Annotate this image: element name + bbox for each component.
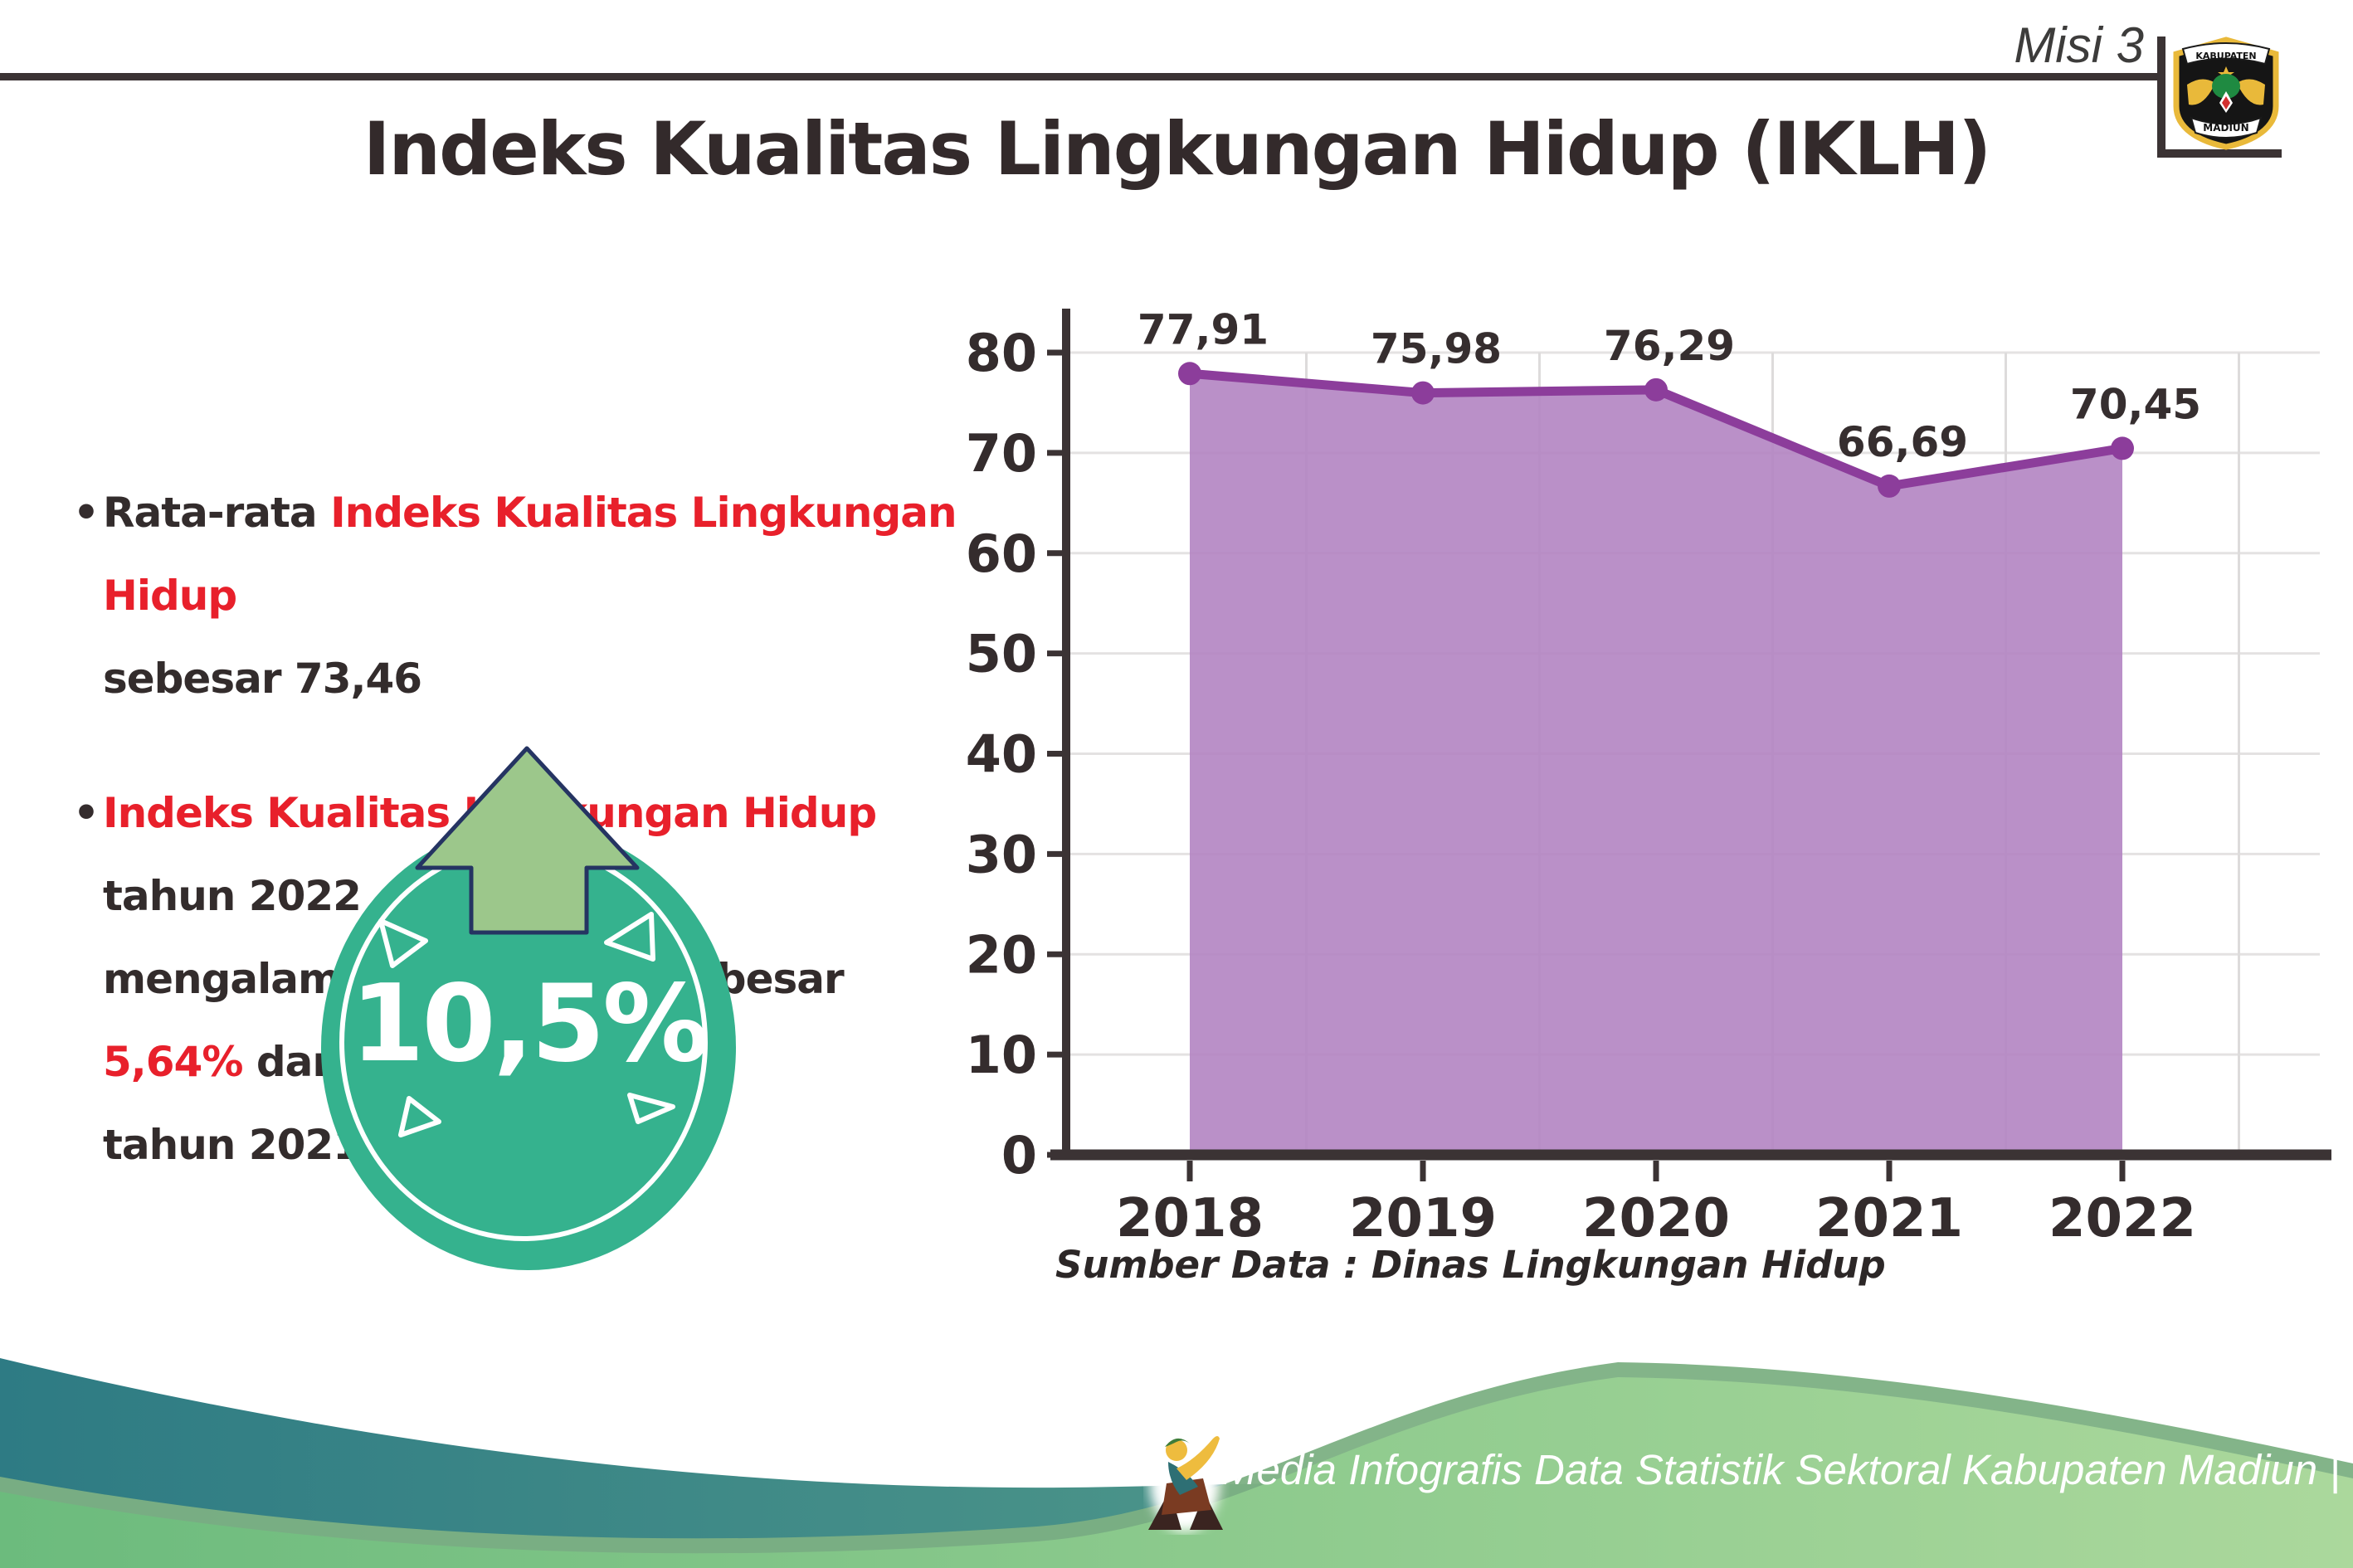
bullet-dot: • xyxy=(73,772,100,1186)
data-point-label: 70,45 xyxy=(2070,380,2201,428)
area-fill xyxy=(1190,373,2122,1151)
y-tick-label: 80 xyxy=(967,323,1037,383)
logo-top-text: KABUPATEN xyxy=(2195,51,2256,61)
x-tick-label: 2019 xyxy=(1349,1188,1497,1249)
bullet-dot: • xyxy=(73,471,100,720)
data-point-marker xyxy=(1644,378,1668,402)
footer-caption: Media Infografis Data Statistik Sektoral… xyxy=(1221,1445,2350,1494)
y-tick-label: 70 xyxy=(967,423,1037,484)
data-point-marker xyxy=(1411,382,1435,405)
y-tick-label: 30 xyxy=(967,824,1037,884)
page-title: Indeks Kualitas Lingkungan Hidup (IKLH) xyxy=(0,106,2353,192)
y-tick-label: 0 xyxy=(1001,1125,1037,1186)
y-tick-label: 20 xyxy=(967,924,1037,985)
x-tick-label: 2022 xyxy=(2049,1188,2196,1249)
y-tick-label: 60 xyxy=(967,523,1037,584)
x-tick-label: 2021 xyxy=(1815,1188,1963,1249)
iklh-area-chart: 0 10 20 30 40 50 60 70 80 2018 2019 2020 2021 2022 77,… xyxy=(967,282,2353,1261)
increase-percentage-value: 10,5% xyxy=(321,962,736,1086)
data-point-marker xyxy=(2111,436,2134,460)
sparkle-bottom-left xyxy=(401,1098,439,1135)
y-tick-label: 50 xyxy=(967,624,1037,684)
header-divider-line xyxy=(0,73,2162,80)
sparkle-top-left xyxy=(381,921,426,966)
bullet-text: Rata-rata Indeks Kualitas Lingkungan Hid… xyxy=(103,471,986,720)
mission-label: Misi 3 xyxy=(2014,17,2144,74)
y-tick-label: 10 xyxy=(967,1025,1037,1085)
data-point-marker xyxy=(1878,475,1901,498)
data-point-label: 66,69 xyxy=(1837,418,1968,466)
sparkle-bottom-right xyxy=(630,1095,673,1122)
data-point-label: 76,29 xyxy=(1604,322,1735,370)
sparkle-top-right xyxy=(607,914,653,959)
y-tick-label: 40 xyxy=(967,724,1037,785)
data-point-label: 75,98 xyxy=(1371,325,1502,373)
x-tick-label: 2020 xyxy=(1582,1188,1730,1249)
bullet-item: •Rata-rata Indeks Kualitas Lingkungan Hi… xyxy=(73,471,986,720)
x-tick-label: 2018 xyxy=(1116,1188,1264,1249)
dancing-person-mascot-icon xyxy=(1143,1425,1230,1535)
data-point-marker xyxy=(1178,362,1201,385)
data-point-label: 77,91 xyxy=(1138,305,1269,353)
